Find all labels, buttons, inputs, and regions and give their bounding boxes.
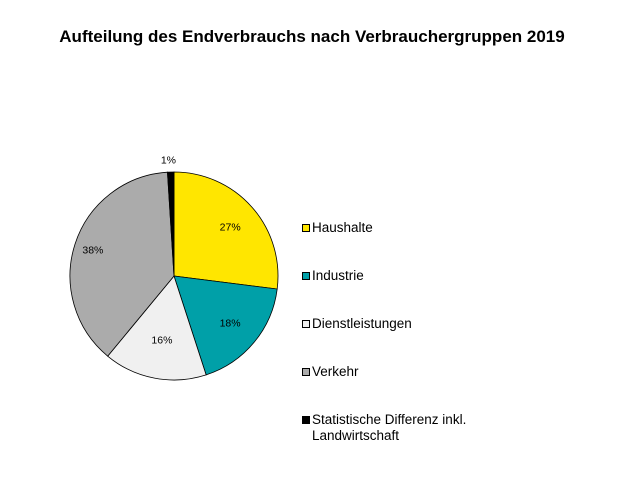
legend-label: Haushalte xyxy=(312,220,373,235)
legend-swatch xyxy=(302,416,310,424)
legend-swatch xyxy=(302,368,310,376)
pie-slice-1 xyxy=(173,171,279,290)
pie-slice-3 xyxy=(107,275,207,381)
legend-label: Industrie xyxy=(312,268,364,283)
data-label-5: 1% xyxy=(161,155,176,167)
legend-swatch xyxy=(302,320,310,328)
legend-swatch xyxy=(302,272,310,280)
legend-label: Statistische Differenz inkl. Landwirtsch… xyxy=(312,412,467,443)
legend-label: Dienstleistungen xyxy=(312,316,412,331)
legend-item-5: Statistische Differenz inkl. Landwirtsch… xyxy=(302,412,512,444)
legend-item-3: Dienstleistungen xyxy=(302,316,512,332)
chart-title: Aufteilung des Endverbrauchs nach Verbra… xyxy=(59,27,565,46)
data-label-1: 27% xyxy=(220,221,241,233)
legend-label: Verkehr xyxy=(312,364,359,379)
legend-item-2: Industrie xyxy=(302,268,512,284)
data-label-3: 16% xyxy=(151,334,172,346)
legend-item-1: Haushalte xyxy=(302,220,512,236)
legend-swatch xyxy=(302,224,310,232)
data-label-4: 38% xyxy=(82,245,103,257)
legend-item-4: Verkehr xyxy=(302,364,512,380)
pie-slice-5 xyxy=(167,171,175,277)
data-label-2: 18% xyxy=(220,317,241,329)
pie-slice-2 xyxy=(173,275,278,376)
pie-slice-4 xyxy=(69,171,175,357)
